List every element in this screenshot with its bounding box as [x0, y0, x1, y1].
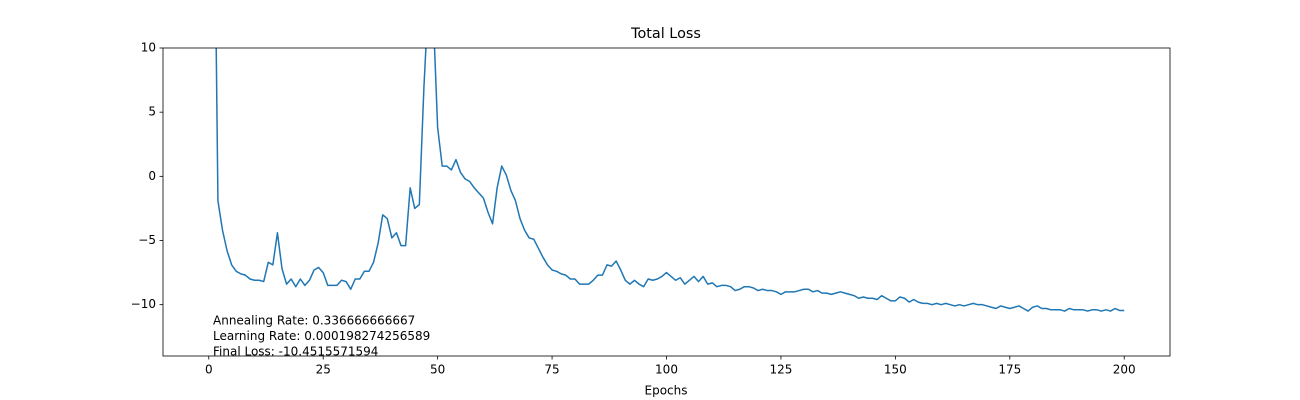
x-tick-label: 75 — [544, 363, 559, 377]
y-tick-label: 10 — [141, 41, 156, 55]
chart-title: Total Loss — [630, 26, 701, 42]
y-tick-label: −10 — [131, 297, 156, 311]
annotation: Final Loss: -10.4515571594 — [213, 345, 378, 359]
plot-frame — [162, 47, 1171, 357]
y-tick-label: −5 — [138, 233, 156, 247]
x-tick-label: 100 — [655, 363, 678, 377]
x-tick-label: 200 — [1113, 363, 1136, 377]
annotation: Annealing Rate: 0.336666666667 — [213, 314, 415, 328]
x-tick-label: 125 — [769, 363, 792, 377]
x-tick-label: 150 — [884, 363, 907, 377]
x-tick-label: 50 — [430, 363, 445, 377]
x-tick-label: 175 — [998, 363, 1021, 377]
annotation: Learning Rate: 0.000198274256589 — [213, 329, 430, 343]
y-tick-label: 5 — [148, 105, 156, 119]
x-tick-label: 0 — [205, 363, 213, 377]
y-tick-label: 0 — [148, 169, 156, 183]
line — [215, 48, 1125, 312]
plot-area — [215, 48, 1125, 312]
x-axis-label: Epochs — [645, 384, 688, 398]
x-tick-label: 25 — [316, 363, 331, 377]
